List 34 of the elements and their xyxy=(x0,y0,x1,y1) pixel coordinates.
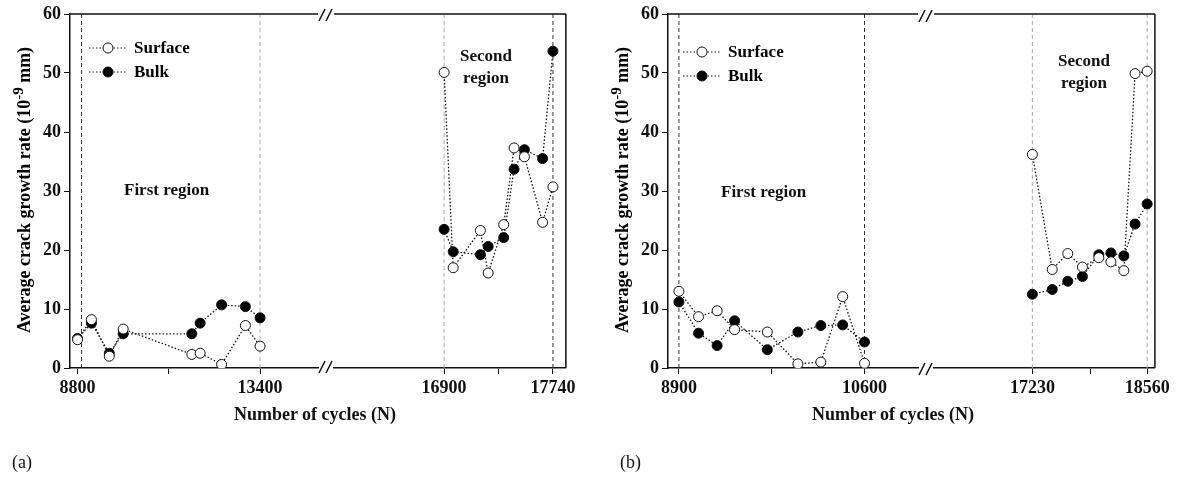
y-tick-label: 20 xyxy=(43,238,61,259)
x-tick-label: 18560 xyxy=(1124,377,1170,398)
y-tick-label: 30 xyxy=(43,179,61,200)
x-tick-label: 17230 xyxy=(1009,377,1055,398)
y-tick-label: 10 xyxy=(641,297,659,318)
y-tick-label: 50 xyxy=(43,61,61,82)
y-tick-label: 40 xyxy=(43,120,61,141)
y-tick-label: 60 xyxy=(43,2,61,23)
x-tick-label: 8800 xyxy=(59,377,96,398)
legend-label: Surface xyxy=(728,42,784,62)
annotation: First region xyxy=(721,182,807,202)
y-tick-label: 20 xyxy=(641,238,659,259)
x-tick-label: 16900 xyxy=(421,377,467,398)
text: (a) xyxy=(12,452,32,473)
x-tick-label: 10600 xyxy=(842,377,888,398)
x-tick-label: 8900 xyxy=(660,377,697,398)
legend-label: Bulk xyxy=(134,62,169,82)
x-tick-label: 13400 xyxy=(237,377,283,398)
y-tick-label: 30 xyxy=(641,179,659,200)
legend-label: Surface xyxy=(134,38,190,58)
y-tick-label: 0 xyxy=(650,356,659,377)
y-tick-label: 50 xyxy=(641,61,659,82)
annotation: First region xyxy=(124,180,210,200)
x-tick-label: 17740 xyxy=(530,377,576,398)
y-tick-label: 10 xyxy=(43,297,61,318)
x-axis-title: Number of cycles (N) xyxy=(811,404,975,425)
x-axis-title: Number of cycles (N) xyxy=(233,404,397,425)
legend-label: Bulk xyxy=(728,66,763,86)
y-tick-label: 60 xyxy=(641,2,659,23)
y-tick-label: 0 xyxy=(52,356,61,377)
annotation: Second region xyxy=(1057,50,1111,94)
text: (b) xyxy=(620,452,641,473)
annotation: Second region xyxy=(459,45,513,89)
y-tick-label: 40 xyxy=(641,120,659,141)
